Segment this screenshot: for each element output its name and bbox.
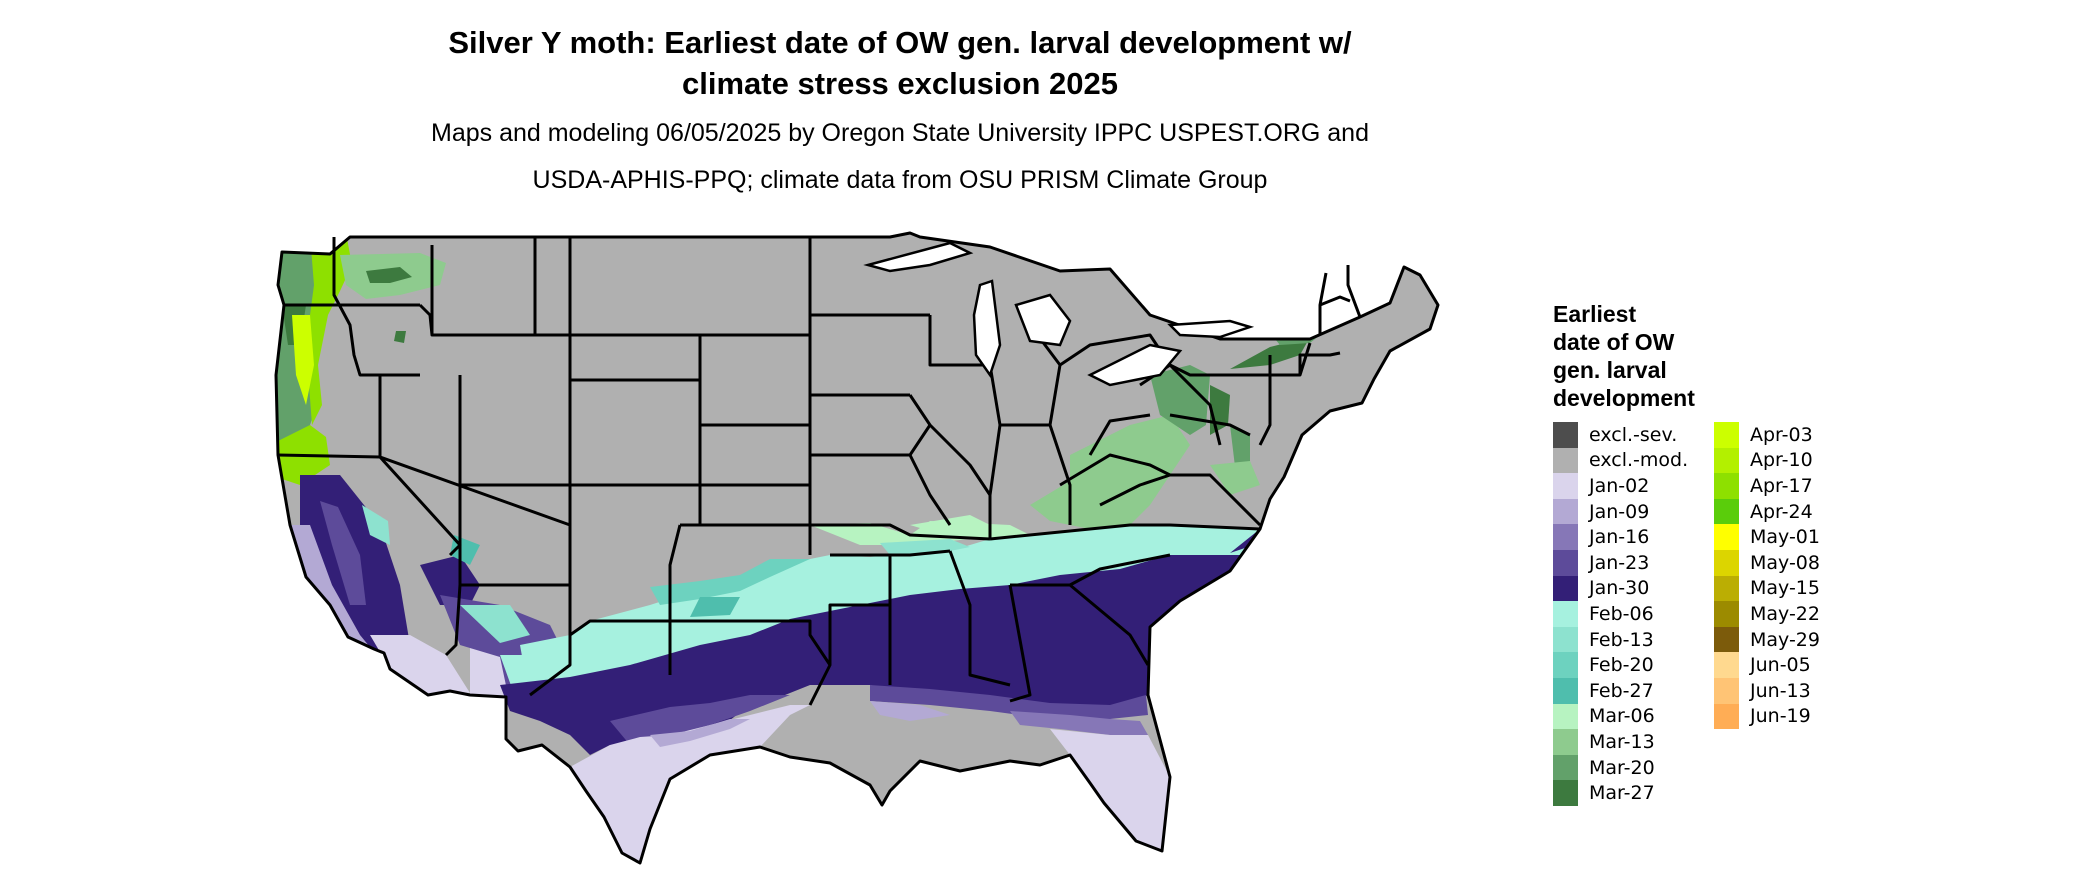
legend-item: excl.-mod. (1553, 447, 1704, 474)
legend-swatch (1553, 549, 1578, 576)
legend-swatch (1714, 575, 1739, 602)
legend-label: Apr-24 (1750, 500, 1813, 523)
legend-swatch (1553, 703, 1578, 730)
legend-item: Feb-27 (1553, 677, 1704, 704)
legend-swatch (1714, 703, 1739, 730)
legend-label: May-22 (1750, 602, 1820, 625)
legend-swatch (1714, 498, 1739, 525)
map-title-block: Silver Y moth: Earliest date of OW gen. … (300, 22, 1500, 198)
us-map (274, 231, 1440, 865)
legend-label: Jan-30 (1589, 577, 1650, 600)
legend-swatch (1553, 626, 1578, 653)
legend-item: Jun-13 (1714, 677, 1865, 704)
legend-swatch (1553, 422, 1578, 448)
legend-title-line: Earliest (1553, 301, 1637, 327)
legend-label: Jan-09 (1589, 500, 1650, 523)
legend-swatch (1714, 601, 1739, 627)
legend-item: Jun-05 (1714, 652, 1865, 678)
legend-item: May-01 (1714, 524, 1865, 550)
legend-label: Mar-06 (1589, 705, 1655, 728)
legend-swatch (1553, 524, 1578, 550)
legend-swatch (1553, 652, 1578, 678)
legend-swatch (1714, 473, 1739, 499)
legend-label: Mar-13 (1589, 730, 1655, 753)
legend-label: excl.-mod. (1589, 449, 1689, 472)
legend-item: May-29 (1714, 626, 1865, 653)
legend-item: Mar-06 (1553, 703, 1704, 730)
legend-item: Mar-20 (1553, 754, 1704, 781)
legend-item: May-15 (1714, 575, 1865, 602)
legend-label: Apr-03 (1750, 423, 1813, 446)
legend-label: Jan-23 (1589, 551, 1650, 574)
legend-label: Feb-20 (1589, 654, 1654, 677)
legend-item: Feb-13 (1553, 626, 1704, 653)
legend-item: Mar-27 (1553, 780, 1704, 806)
map-title-line-1: Silver Y moth: Earliest date of OW gen. … (448, 25, 1352, 60)
legend-label: May-01 (1750, 526, 1820, 549)
legend-item: Apr-17 (1714, 473, 1865, 499)
legend-item: Apr-03 (1714, 422, 1865, 448)
legend-item: May-08 (1714, 549, 1865, 576)
legend-label: Feb-06 (1589, 602, 1654, 625)
legend-label: Jun-05 (1750, 654, 1811, 677)
legend-title-line: gen. larval (1553, 357, 1667, 383)
legend-swatch (1714, 422, 1739, 448)
legend-title-line: development (1553, 385, 1695, 411)
legend-swatch (1714, 652, 1739, 678)
legend-item: May-22 (1714, 601, 1865, 627)
legend-swatch (1714, 549, 1739, 576)
legend-swatch (1714, 524, 1739, 550)
legend-item: Apr-24 (1714, 498, 1865, 525)
legend-swatch (1714, 677, 1739, 704)
map-title-line-2: climate stress exclusion 2025 (682, 66, 1118, 101)
legend-swatch (1553, 601, 1578, 627)
legend-label: Jan-16 (1589, 526, 1650, 549)
legend-label: May-15 (1750, 577, 1820, 600)
legend-title: Earliest date of OW gen. larval developm… (1553, 300, 1753, 412)
legend-item: Jan-16 (1553, 524, 1704, 550)
legend-swatch (1714, 626, 1739, 653)
legend-item: Jan-02 (1553, 473, 1704, 499)
legend-label: Apr-10 (1750, 449, 1813, 472)
legend-label: Apr-17 (1750, 474, 1813, 497)
legend-swatch (1553, 677, 1578, 704)
legend-item: Jan-23 (1553, 549, 1704, 576)
legend-column: excl.-sev. excl.-mod. Jan-02 Jan-09 Jan-16 Ja… (1553, 422, 1704, 806)
legend-swatch (1553, 498, 1578, 525)
legend-swatch (1553, 780, 1578, 806)
legend-item: Jan-30 (1553, 575, 1704, 602)
legend-swatch (1714, 447, 1739, 474)
legend-swatch (1553, 473, 1578, 499)
legend-item: Feb-20 (1553, 652, 1704, 678)
map-subtitle-line-1: Maps and modeling 06/05/2025 by Oregon S… (431, 119, 1369, 147)
legend-title-line: date of OW (1553, 329, 1675, 355)
legend-label: Mar-20 (1589, 756, 1655, 779)
legend-columns: excl.-sev. excl.-mod. Jan-02 Jan-09 Jan-16 Ja… (1553, 422, 1865, 806)
legend-item: Feb-06 (1553, 601, 1704, 627)
legend-label: Jun-13 (1750, 679, 1811, 702)
legend: Earliest date of OW gen. larval developm… (1553, 300, 1865, 806)
legend-label: Feb-27 (1589, 679, 1654, 702)
legend-item: Mar-13 (1553, 729, 1704, 755)
legend-swatch (1553, 447, 1578, 474)
legend-label: May-08 (1750, 551, 1820, 574)
legend-label: May-29 (1750, 628, 1820, 651)
legend-label: Feb-13 (1589, 628, 1654, 651)
legend-item: Jun-19 (1714, 703, 1865, 730)
legend-swatch (1553, 575, 1578, 602)
legend-item: Apr-10 (1714, 447, 1865, 474)
legend-label: excl.-sev. (1589, 423, 1678, 446)
legend-column: Apr-03 Apr-10 Apr-17 Apr-24 May-01 May-08 May-… (1714, 422, 1865, 806)
legend-label: Jun-19 (1750, 705, 1811, 728)
legend-item: Jan-09 (1553, 498, 1704, 525)
legend-item: excl.-sev. (1553, 422, 1704, 448)
legend-swatch (1553, 729, 1578, 755)
legend-label: Mar-27 (1589, 782, 1655, 805)
legend-label: Jan-02 (1589, 474, 1650, 497)
legend-swatch (1553, 754, 1578, 781)
map-subtitle-line-2: USDA-APHIS-PPQ; climate data from OSU PR… (532, 166, 1268, 194)
